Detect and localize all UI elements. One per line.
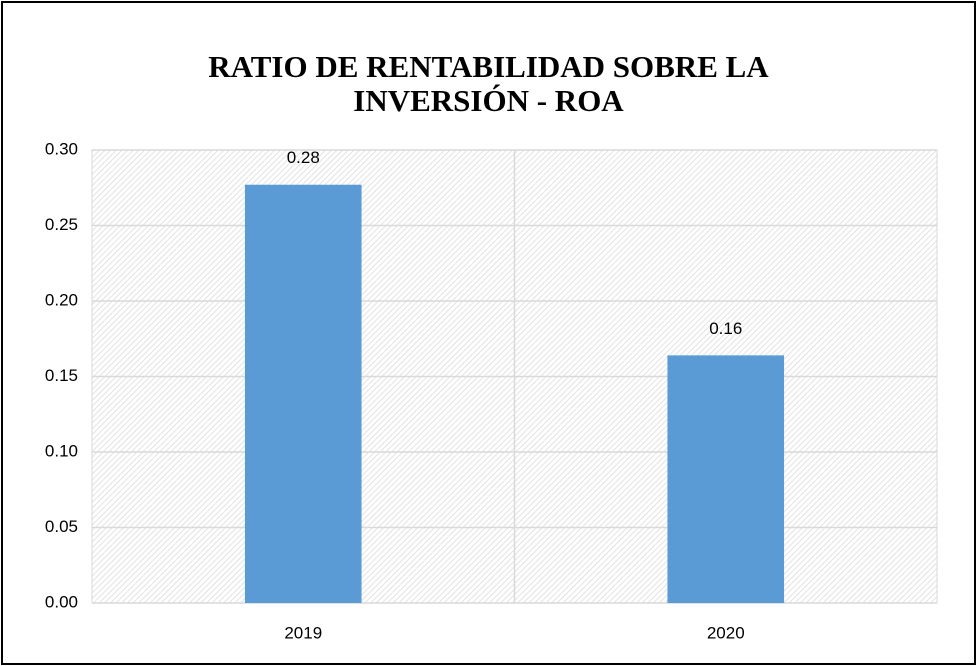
bar [244, 184, 362, 604]
chart-title: RATIO DE RENTABILIDAD SOBRE LA INVERSIÓN… [208, 49, 769, 118]
y-tick-label: 0.10 [45, 441, 78, 460]
y-tick-label: 0.25 [45, 215, 78, 234]
bar [667, 355, 785, 603]
y-tick-label: 0.30 [45, 139, 78, 158]
x-tick-label: 2020 [707, 623, 745, 642]
x-tick-label: 2019 [284, 623, 322, 642]
data-label: 0.16 [709, 319, 742, 338]
y-tick-label: 0.00 [45, 592, 78, 611]
y-tick-label: 0.05 [45, 517, 78, 536]
data-label: 0.28 [287, 148, 320, 167]
y-tick-label: 0.20 [45, 290, 78, 309]
y-tick-label: 0.15 [45, 366, 78, 385]
